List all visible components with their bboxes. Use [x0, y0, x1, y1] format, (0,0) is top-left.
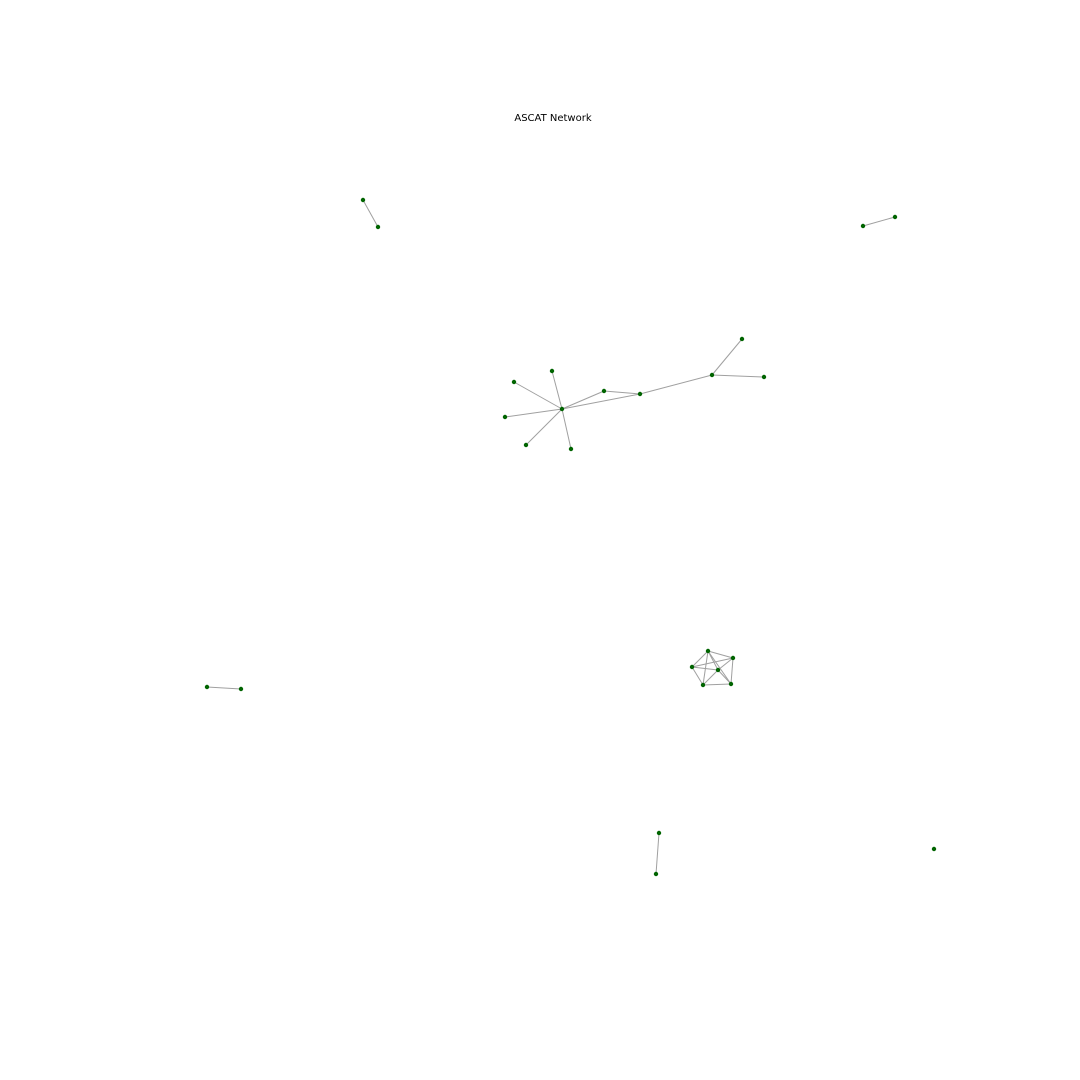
graph-edge: [362, 199, 379, 228]
graph-edge: [707, 650, 734, 659]
graph-edge: [702, 669, 719, 686]
graph-node: [502, 414, 508, 420]
graph-edge: [504, 408, 563, 418]
graph-edge: [655, 832, 660, 875]
graph-node: [715, 667, 721, 673]
graph-edge: [206, 686, 242, 690]
graph-edge: [525, 408, 563, 446]
graph-node: [601, 388, 607, 394]
graph-edge: [551, 370, 563, 410]
graph-edge: [717, 657, 734, 671]
graph-node: [709, 372, 715, 378]
graph-edge: [862, 216, 896, 227]
graph-node: [568, 446, 574, 452]
graph-node: [375, 224, 381, 230]
graph-node: [549, 368, 555, 374]
graph-edge: [603, 390, 641, 395]
graph-node: [705, 648, 711, 654]
graph-node: [511, 379, 517, 385]
graph-node: [761, 374, 767, 380]
edge-layer: [206, 199, 896, 875]
graph-node: [637, 391, 643, 397]
graph-node: [689, 664, 695, 670]
graph-node: [360, 197, 366, 203]
graph-edge: [561, 393, 641, 410]
graph-edge: [702, 683, 732, 686]
graph-edge: [711, 338, 743, 376]
graph-node: [728, 681, 734, 687]
graph-node: [931, 846, 937, 852]
graph-edge: [691, 666, 719, 671]
graph-edge: [561, 408, 572, 450]
graph-edge: [561, 390, 605, 410]
graph-edge: [717, 669, 732, 685]
graph-node: [700, 682, 706, 688]
graph-node: [739, 336, 745, 342]
graph-edge: [730, 657, 734, 685]
graph-edge: [691, 650, 709, 668]
graph-node: [559, 406, 565, 412]
graph-node: [523, 442, 529, 448]
graph-node: [653, 871, 659, 877]
node-layer: [204, 197, 937, 877]
graph-edge: [513, 381, 563, 410]
graph-node: [860, 223, 866, 229]
graph-node: [892, 214, 898, 220]
graph-node: [730, 655, 736, 661]
graph-edge: [639, 374, 713, 395]
graph-node: [204, 684, 210, 690]
graph-edge: [691, 657, 734, 668]
chart-title: ASCAT Network: [514, 113, 592, 124]
graph-edge: [707, 650, 732, 685]
graph-node: [656, 830, 662, 836]
graph-edge: [702, 650, 709, 686]
graph-edge: [691, 666, 704, 686]
graph-edge: [711, 374, 765, 378]
graph-node: [238, 686, 244, 692]
